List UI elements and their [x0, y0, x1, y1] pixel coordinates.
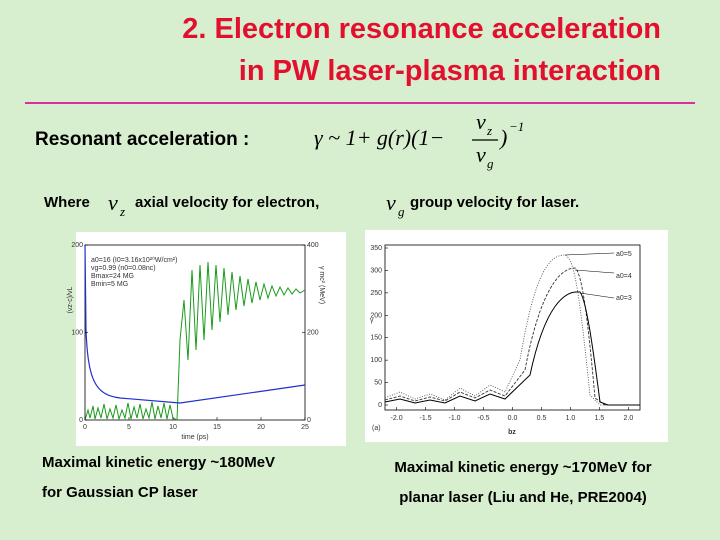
formula-den: v — [476, 142, 486, 167]
x-tick-label: 2.0 — [624, 415, 634, 422]
legend-arrow — [574, 269, 615, 274]
caption: planar laser (Liu and He, PRE2004) — [399, 489, 647, 506]
title-line: 2. Electron resonance acceleration — [182, 13, 661, 45]
annotation: Bmax=24 MG — [91, 273, 134, 280]
y2-tick-label: 200 — [307, 330, 319, 337]
y-tick-label: 350 — [370, 245, 382, 252]
x-tick-label: 1.5 — [595, 415, 605, 422]
x-tick-label: 10 — [169, 424, 177, 431]
y-tick-label: 200 — [370, 312, 382, 319]
caption: Maximal kinetic energy ~170MeV for — [394, 459, 651, 476]
formula-num-sub: z — [486, 123, 492, 138]
y-axis-label: (vz-c)/vL — [67, 286, 74, 313]
y-tick-label: 100 — [370, 357, 382, 364]
formula-label: Resonant acceleration : — [35, 129, 249, 150]
y-tick-label: 300 — [370, 267, 382, 274]
x-tick-label: -1.5 — [420, 415, 432, 422]
x-tick-label: -0.5 — [477, 415, 489, 422]
x-tick-label: 0.0 — [508, 415, 518, 422]
legend-entry: a0=4 — [616, 273, 632, 280]
x-tick-label: 15 — [213, 424, 221, 431]
y-tick-label: 200 — [71, 242, 83, 249]
formula-num: v — [476, 109, 486, 134]
formula-den-sub: g — [487, 156, 494, 171]
where-v: v — [386, 190, 396, 215]
x-tick-label: -1.0 — [449, 415, 461, 422]
where-lead: Where — [44, 194, 90, 211]
right-figure: 0 50 100 150 200 250 300 350 -2.0 -1.5 -1.0 -0.5 0.0… — [365, 230, 668, 442]
x-axis-label: bz — [508, 429, 516, 436]
legend-entry: a0=3 — [616, 295, 632, 302]
x-axis-label: time (ps) — [181, 434, 208, 441]
x-tick-label: 0.5 — [537, 415, 547, 422]
x-tick-label: 20 — [257, 424, 265, 431]
x-tick-label: 25 — [301, 424, 309, 431]
annotation: a0=16 (I0=3.16x10²⁰W/cm²) — [91, 256, 177, 264]
legend-entry: a0=5 — [616, 251, 632, 258]
y-tick-label: 0 — [79, 417, 83, 424]
figure-bg — [365, 230, 668, 442]
y2-tick-label: 0 — [307, 417, 311, 424]
y2-axis-label: γ mc² (MeV) — [318, 266, 325, 304]
y-tick-label: 100 — [71, 330, 83, 337]
y2-tick-label: 400 — [307, 242, 319, 249]
legend-arrow — [564, 252, 615, 256]
where-sub: z — [119, 204, 125, 219]
formula-power: −1 — [509, 119, 524, 134]
caption: for Gaussian CP laser — [42, 484, 198, 501]
x-tick-label: -2.0 — [391, 415, 403, 422]
left-figure: 0 100 200 0 200 400 0 5 10 15 20 25 time (ps) (vz-c)/… — [67, 232, 346, 446]
velocity-curve — [84, 244, 306, 404]
gamma-curve — [384, 291, 640, 406]
where-sub: g — [398, 204, 405, 219]
legend-arrow — [579, 292, 615, 299]
x-tick-label: 5 — [127, 424, 131, 431]
annotation: vg=0.99 (n0=0.08nc) — [91, 265, 156, 272]
energy-curve — [84, 261, 306, 421]
formula-lhs: γ ~ 1+ g(r)(1− — [314, 125, 444, 150]
x-tick-label: 1.0 — [566, 415, 576, 422]
gamma-curve — [384, 267, 640, 406]
where-text: group velocity for laser. — [410, 194, 579, 211]
figure-bg — [76, 232, 346, 446]
formula-close: ) — [498, 125, 507, 150]
y-tick-label: 0 — [378, 402, 382, 409]
x-tick-label: 0 — [83, 424, 87, 431]
where-text: axial velocity for electron, — [135, 194, 319, 211]
title-line: in PW laser-plasma interaction — [239, 55, 661, 87]
y-tick-label: 150 — [370, 335, 382, 342]
y-tick-label: 50 — [374, 380, 382, 387]
panel-label: (a) — [372, 425, 381, 432]
y-tick-label: 250 — [370, 290, 382, 297]
y-axis-label: γ — [370, 317, 374, 324]
gamma-curve — [384, 254, 640, 406]
caption: Maximal kinetic energy ~180MeV — [42, 454, 275, 471]
annotation: Bmin=5 MG — [91, 281, 128, 288]
where-v: v — [108, 190, 118, 215]
